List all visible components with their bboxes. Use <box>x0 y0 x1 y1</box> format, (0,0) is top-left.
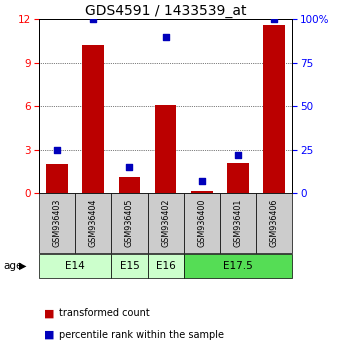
Point <box>271 17 277 22</box>
Point <box>91 17 96 22</box>
Bar <box>191 191 213 193</box>
Bar <box>220 193 256 253</box>
Bar <box>147 193 184 253</box>
Point <box>235 152 241 158</box>
Text: ■: ■ <box>44 330 54 339</box>
Bar <box>119 177 140 193</box>
Point <box>127 164 132 170</box>
Point <box>199 178 204 184</box>
Text: GSM936404: GSM936404 <box>89 199 98 247</box>
Text: GSM936403: GSM936403 <box>52 199 62 247</box>
Text: E14: E14 <box>65 261 85 271</box>
Text: GSM936406: GSM936406 <box>270 199 279 247</box>
Bar <box>111 193 147 253</box>
Text: GSM936401: GSM936401 <box>234 199 243 247</box>
Bar <box>227 162 249 193</box>
Bar <box>75 193 111 253</box>
Text: transformed count: transformed count <box>59 308 150 318</box>
Text: GSM936400: GSM936400 <box>197 199 206 247</box>
Bar <box>82 46 104 193</box>
Text: E16: E16 <box>156 261 175 271</box>
Text: E17.5: E17.5 <box>223 261 253 271</box>
Bar <box>263 25 285 193</box>
Bar <box>184 193 220 253</box>
Bar <box>39 193 75 253</box>
Text: GSM936405: GSM936405 <box>125 199 134 247</box>
Text: ▶: ▶ <box>19 261 26 271</box>
Text: GSM936402: GSM936402 <box>161 199 170 247</box>
Bar <box>46 164 68 193</box>
Bar <box>39 254 111 278</box>
Bar <box>147 254 184 278</box>
Text: E15: E15 <box>120 261 139 271</box>
Text: age: age <box>3 261 23 271</box>
Text: percentile rank within the sample: percentile rank within the sample <box>59 330 224 339</box>
Bar <box>184 254 292 278</box>
Title: GDS4591 / 1433539_at: GDS4591 / 1433539_at <box>85 5 246 18</box>
Bar <box>111 254 147 278</box>
Bar <box>256 193 292 253</box>
Text: ■: ■ <box>44 308 54 318</box>
Point <box>54 147 60 152</box>
Point <box>163 34 168 40</box>
Bar <box>155 105 176 193</box>
